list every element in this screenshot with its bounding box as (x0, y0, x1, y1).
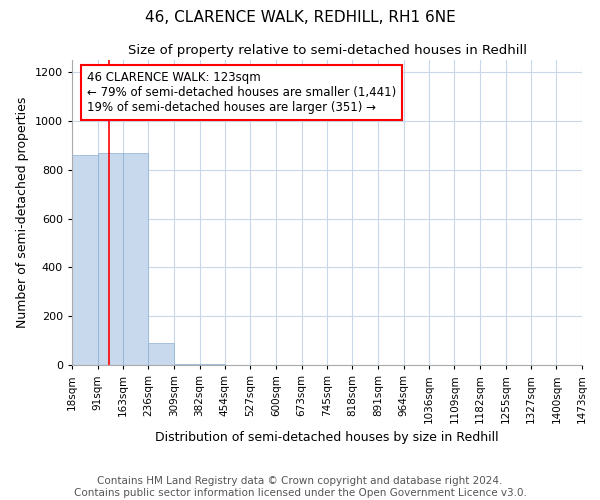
Text: Contains HM Land Registry data © Crown copyright and database right 2024.
Contai: Contains HM Land Registry data © Crown c… (74, 476, 526, 498)
Bar (98, 153, 123, 365)
Bar (72, 155, 98, 365)
Y-axis label: Number of semi-detached properties: Number of semi-detached properties (16, 97, 29, 328)
Text: 46 CLARENCE WALK: 123sqm
← 79% of semi-detached houses are smaller (1,441)
19% o: 46 CLARENCE WALK: 123sqm ← 79% of semi-d… (88, 70, 397, 114)
Bar (200, 364, 225, 365)
Bar (148, 343, 174, 365)
X-axis label: Distribution of semi-detached houses by size in Redhill: Distribution of semi-detached houses by … (155, 431, 499, 444)
Bar (123, 153, 148, 365)
Title: Size of property relative to semi-detached houses in Redhill: Size of property relative to semi-detach… (128, 44, 527, 58)
Bar (174, 364, 200, 365)
Text: 46, CLARENCE WALK, REDHILL, RH1 6NE: 46, CLARENCE WALK, REDHILL, RH1 6NE (145, 10, 455, 25)
